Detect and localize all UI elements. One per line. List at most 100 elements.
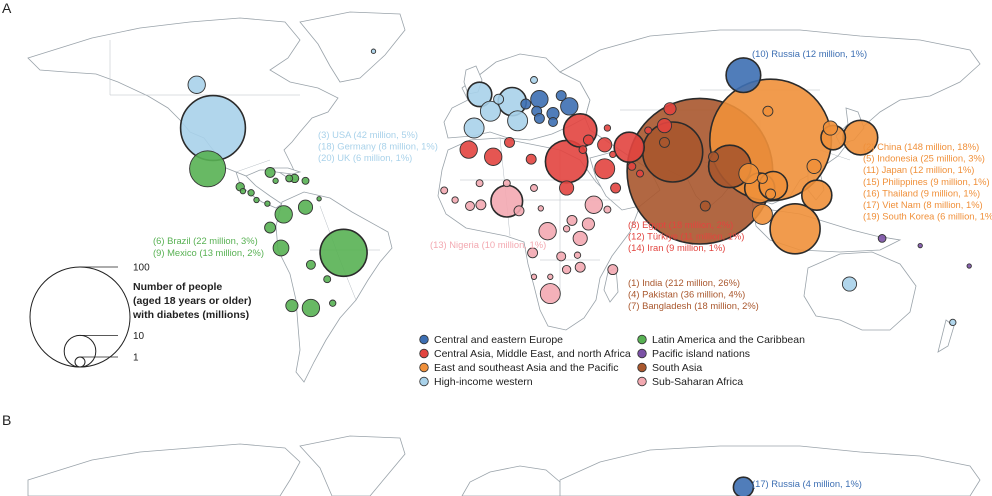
annotation-camena-line: (8) Egypt (18 million, 2%) [628, 219, 733, 230]
world-landmass-b [27, 435, 981, 496]
annotation-esap-line: (16) Thailand (9 million, 1%) [863, 187, 980, 198]
landmass-b-north-america [27, 443, 301, 496]
panel-a-bubble-ssa [607, 264, 619, 276]
panel-a-bubble-lac [329, 299, 337, 307]
region-legend-swatch-camena [419, 348, 429, 359]
panel-b: B (17) Russia (4 million, 1%) [2, 412, 981, 496]
panel-a-bubble-camena [582, 134, 594, 146]
annotation-russia-line: (10) Russia (12 million, 1%) [752, 48, 867, 59]
panel-a-bubble-camena [603, 124, 612, 132]
region-legend-label-southasia: South Asia [652, 362, 702, 374]
region-legend-swatch-southasia [637, 362, 647, 373]
panel-a-bubble-camena [559, 180, 575, 196]
region-legend-swatch-ssa [637, 376, 647, 387]
panel-a-bubble-hiw [179, 94, 247, 162]
region-legend-swatch-cee [419, 334, 429, 345]
annotation-esap-line: (2) China (148 million, 18%) [863, 141, 979, 152]
panel-a-bubble-ssa [539, 283, 561, 305]
panel-a-bubble-cee [548, 117, 558, 127]
panel-a-bubble-esap [769, 203, 821, 255]
panel-a-bubble-cee [560, 97, 579, 116]
panel-a-bubble-ssa [581, 217, 595, 231]
annotation-esap-line: (11) Japan (12 million, 1%) [863, 164, 974, 175]
panel-a-bubble-lac [305, 259, 316, 270]
panel-a-bubble-lac [264, 166, 276, 178]
panel-a-bubble-pacific [966, 263, 972, 269]
annotation-esap-line: (15) Philippines (9 million, 1%) [863, 176, 990, 187]
region-legend-swatch-esap [419, 362, 429, 373]
panel-a-bubble-lac [253, 196, 260, 204]
size-legend-circles: 100 10 1 [29, 263, 150, 368]
panel-a-bubble-ssa [440, 186, 449, 195]
region-legend: Central and eastern Europe Central Asia, … [419, 334, 805, 388]
panel-a-bubble-lac [264, 200, 271, 207]
landmass-greenland [299, 11, 406, 83]
panel-a-bubble-lac [319, 228, 368, 278]
landmass-b-asia [559, 445, 981, 496]
landmass-b-europe [461, 465, 573, 496]
panel-a-bubble-ssa [465, 201, 475, 211]
panel-a-bubble-lac [272, 177, 279, 184]
region-legend-label-cee: Central and eastern Europe [434, 334, 563, 346]
panel-a-bubble-ssa [584, 195, 603, 214]
panel-a-bubble-ssa [527, 247, 539, 259]
panel-a-bubble-esap [738, 163, 760, 185]
panel-a-bubble-cee [555, 90, 567, 102]
panel-a-bubble-ssa [547, 273, 554, 280]
size-legend-title-line-1: Number of people [133, 281, 222, 293]
panel-a-bubble-camena [613, 131, 646, 163]
panel-a-bubble-esap [751, 203, 773, 225]
panel-a-bubble-ssa [562, 225, 571, 233]
annotation-hiw-line: (20) UK (6 million, 1%) [318, 152, 412, 163]
panel-a-bubble-southasia [708, 151, 719, 163]
panel-a-letter: A [2, 0, 12, 16]
panel-a-bubble-lac [264, 221, 277, 234]
panel-a-bubble-hiw [949, 318, 957, 327]
panel-a-bubble-lac [272, 239, 290, 257]
annotation-esap-line: (19) South Korea (6 million, 1%) [863, 211, 992, 222]
size-legend-tick-label: 1 [133, 353, 139, 364]
panel-a-bubble-lac [301, 176, 310, 185]
annotation-lac-line: (6) Brazil (22 million, 3%) [153, 235, 258, 246]
panel-a-bubble-ssa [556, 251, 567, 262]
size-legend-title-line-3: with diabetes (millions) [132, 309, 249, 321]
panel-a-bubble-ssa [502, 179, 511, 188]
annotation-hiw-line: (3) USA (42 million, 5%) [318, 129, 418, 140]
annotation-southasia-line: (7) Bangladesh (18 million, 2%) [628, 300, 759, 311]
panel-a-bubble-lac [285, 174, 294, 183]
panel-a-bubble-hiw [493, 93, 505, 105]
annotation-esap-line: (5) Indonesia (25 million, 3%) [863, 153, 985, 164]
panel-a: A [2, 0, 992, 388]
panel-a-bubble-camena [636, 169, 644, 178]
size-legend: Number of people (aged 18 years or older… [29, 263, 251, 368]
panel-a-bubble-esap [756, 172, 768, 184]
panel-a-bubble-hiw [479, 100, 501, 122]
panel-a-bubble-esap [800, 179, 833, 211]
annotation-lac-line: (9) Mexico (13 million, 2%) [153, 247, 264, 258]
annotation-southasia-line: (1) India (212 million, 26%) [628, 277, 740, 288]
panel-a-bubble-pacific [877, 234, 887, 243]
panel-a-bubble-hiw [466, 81, 493, 108]
panel-a-bubble-lac [247, 189, 255, 197]
region-legend-swatch-pacific [637, 348, 647, 359]
panel-a-bubble-camena [656, 118, 673, 134]
region-legend-swatch-hiw [419, 376, 429, 387]
panel-a-bubble-ssa [537, 205, 544, 212]
panel-a-bubble-esap [822, 120, 838, 136]
panel-a-bubble-ssa [475, 199, 487, 211]
panel-a-bubble-ssa [572, 230, 588, 246]
panel-a-bubble-ssa [603, 205, 612, 214]
size-legend-title-line-2: (aged 18 years or older) [133, 295, 251, 307]
panel-a-bubble-southasia [699, 200, 711, 212]
panel-b-bubble-cee [732, 476, 755, 496]
region-legend-label-lac: Latin America and the Caribbean [652, 334, 805, 346]
panel-a-bubble-hiw [530, 76, 538, 84]
region-legend-swatch-lac [637, 334, 647, 345]
panel-a-bubble-camena [484, 147, 503, 166]
panel-a-bubble-hiw [463, 117, 485, 139]
panel-a-bubble-camena [609, 150, 617, 159]
annotation-esap-line: (17) Viet Nam (8 million, 1%) [863, 199, 983, 210]
panel-a-bubble-hiw [187, 75, 206, 94]
panel-a-bubble-pacific [917, 242, 923, 249]
